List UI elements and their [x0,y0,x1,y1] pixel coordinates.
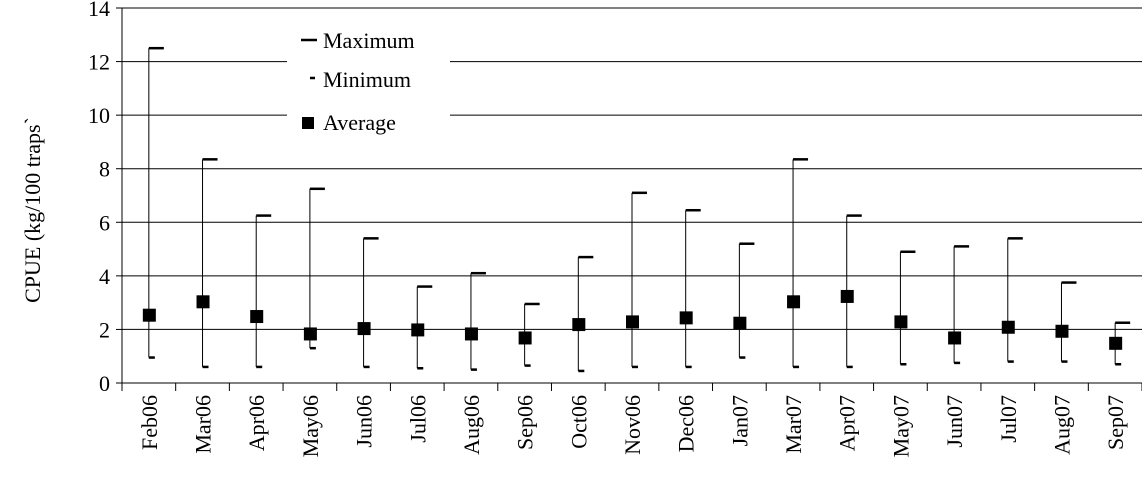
x-label-May06: May06 [298,395,323,457]
avg-mark-Apr07 [840,289,854,303]
legend-maximum-label: Maximum [323,28,415,53]
legend: Maximum Minimum Average [287,18,450,148]
y-tick-label-10: 10 [88,103,110,128]
avg-mark-May06 [303,327,317,341]
y-tick-label-8: 8 [99,157,110,182]
y-tick-label-6: 6 [99,210,110,235]
y-tick-label-4: 4 [99,264,110,289]
y-tick-label-14: 14 [88,0,110,21]
axes: 0 2 4 6 8 10 12 14 Feb06 Mar06 Apr06 May06 Jun06 Jul0… [88,0,1142,457]
avg-mark-Mar06 [196,295,210,309]
x-label-Jul07: Jul07 [996,395,1021,443]
x-label-Aug06: Aug06 [459,395,484,455]
avg-mark-Jun07 [948,331,962,345]
x-label-Sep07: Sep07 [1103,395,1128,450]
y-axis-title: CPUE (kg/100 traps` [20,117,45,303]
legend-minimum-label: Minimum [323,67,411,92]
avg-mark-May07 [894,315,908,329]
avg-mark-Aug06 [464,327,478,341]
avg-mark-Apr06 [250,310,264,324]
x-label-Dec06: Dec06 [674,395,699,452]
x-label-Jul06: Jul06 [405,395,430,443]
avg-mark-Mar07 [787,295,801,309]
x-label-Jun06: Jun06 [352,395,377,448]
avg-mark-Jul06 [411,323,425,337]
legend-average-label: Average [323,110,396,135]
x-label-Oct06: Oct06 [566,395,591,449]
avg-mark-Sep06 [518,331,532,345]
x-label-Nov06: Nov06 [620,395,645,455]
x-label-Mar07: Mar07 [781,395,806,454]
x-label-Jan07: Jan07 [727,395,752,446]
avg-mark-Dec06 [679,311,693,325]
avg-mark-Feb06 [142,308,156,322]
x-label-Aug07: Aug07 [1049,395,1074,455]
avg-mark-Jun06 [357,322,371,336]
x-label-Jun07: Jun07 [942,395,967,448]
avg-mark-Oct06 [572,318,586,332]
data-marks [142,46,1131,373]
y-tick-label-2: 2 [99,317,110,342]
avg-mark-Jan07 [733,316,747,330]
legend-average-marker [302,117,314,129]
x-label-Sep06: Sep06 [513,395,538,450]
avg-mark-Nov06 [626,315,639,329]
avg-mark-Sep07 [1109,336,1123,350]
avg-mark-Aug07 [1055,324,1069,338]
y-tick-label-0: 0 [99,371,110,396]
x-label-May07: May07 [888,395,913,457]
x-label-Feb06: Feb06 [137,395,162,450]
x-label-Apr07: Apr07 [835,395,860,451]
x-label-Mar06: Mar06 [191,395,216,454]
avg-mark-Jul07 [1001,320,1015,334]
y-tick-label-12: 12 [88,50,110,75]
x-label-Apr06: Apr06 [244,395,269,451]
